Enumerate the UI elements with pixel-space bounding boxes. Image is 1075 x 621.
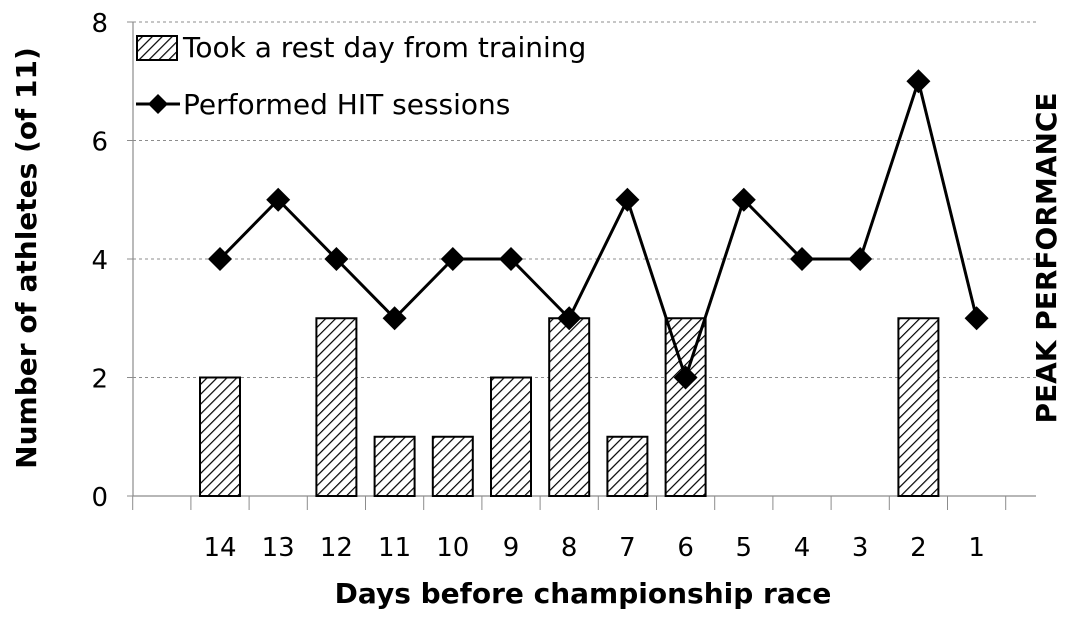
hit-sessions-point — [440, 247, 465, 271]
bar-rest-day — [490, 376, 532, 497]
x-tick-label: 4 — [794, 533, 811, 563]
bar-rest-day — [431, 435, 474, 497]
hit-sessions-point — [324, 247, 349, 271]
bar-rest-day — [548, 317, 591, 497]
x-tick-label: 2 — [910, 533, 927, 563]
hit-sessions-point — [731, 187, 756, 212]
hit-sessions-point — [964, 306, 989, 331]
x-tick-label: 12 — [320, 533, 353, 563]
hit-sessions-point — [208, 247, 232, 271]
x-tick-label: 7 — [619, 533, 636, 563]
x-tick-label: 1 — [968, 533, 985, 563]
hit-sessions-point — [673, 365, 698, 390]
x-tick-label: 10 — [436, 533, 469, 563]
y-tick-label: 0 — [91, 483, 108, 513]
legend-swatch-hit-marker — [148, 94, 168, 114]
x-axis-title: Days before championship race — [335, 577, 832, 610]
bar-rest-day — [315, 317, 358, 497]
hit-sessions-point — [499, 247, 523, 271]
legend-label-hit: Performed HIT sessions — [183, 88, 510, 121]
peak-performance-annotation: PEAK PERFORMANCE — [1030, 92, 1063, 423]
legend-swatch-rest-day — [136, 35, 178, 61]
x-tick-label: 14 — [203, 533, 236, 563]
hit-sessions-point — [906, 69, 931, 94]
x-tick-label: 13 — [262, 533, 295, 563]
hit-sessions-point — [557, 306, 582, 331]
x-tick-label: 9 — [503, 533, 520, 563]
x-tick-label: 8 — [561, 533, 578, 563]
bar-rest-day — [373, 435, 416, 497]
tick-labels: 0 2 4 6 8 14 13 12 11 10 9 8 7 6 5 4 3 2 1 — [91, 9, 984, 563]
rest-day-bars — [199, 317, 940, 497]
bar-rest-day — [606, 435, 649, 497]
x-tick-label: 6 — [677, 533, 694, 563]
x-tick-label: 11 — [378, 533, 411, 563]
hit-sessions-point — [790, 247, 814, 271]
y-tick-label: 8 — [91, 9, 108, 39]
hit-sessions-point — [266, 187, 291, 212]
x-tick-label: 5 — [736, 533, 753, 563]
hit-sessions-point — [848, 247, 873, 271]
bar-rest-day — [664, 317, 707, 497]
legend-label-rest-day: Took a rest day from training — [182, 31, 586, 64]
x-tick-label: 3 — [852, 533, 869, 563]
hit-sessions-point — [382, 306, 407, 331]
legend: Took a rest day from training Performed … — [136, 31, 586, 121]
y-tick-label: 4 — [91, 246, 108, 276]
hit-sessions-point — [615, 187, 640, 212]
bar-rest-day — [897, 317, 940, 497]
y-tick-label: 2 — [91, 365, 108, 395]
y-axis-title: Number of athletes (of 11) — [10, 47, 43, 469]
y-tick-label: 6 — [91, 128, 108, 158]
hit-sessions-series — [208, 69, 989, 390]
bar-rest-day — [199, 376, 241, 497]
